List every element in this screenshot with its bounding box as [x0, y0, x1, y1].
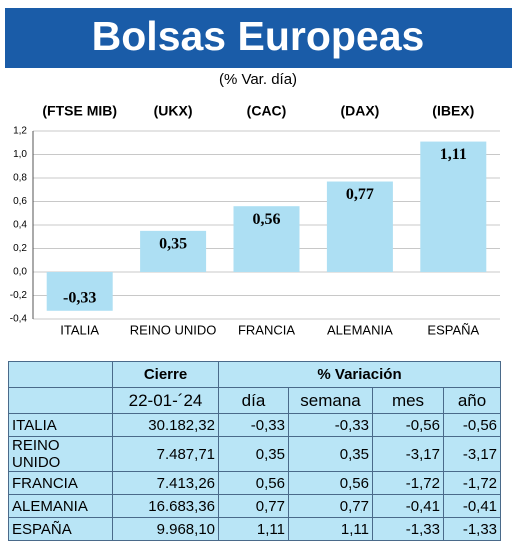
x-tick-label: ALEMANIA — [327, 322, 393, 337]
table-cell: -1,33 — [372, 517, 444, 541]
bar — [326, 181, 393, 272]
table-cell: 0,56 — [218, 471, 289, 495]
row-label: ALEMANIA — [8, 494, 113, 518]
title-banner — [5, 8, 512, 68]
table-cell: 0,35 — [288, 436, 373, 472]
table-cell: 9.968,10 — [112, 517, 219, 541]
table-cell: 16.683,36 — [112, 494, 219, 518]
table-cell: 7.487,71 — [112, 436, 219, 472]
table-cell: -0,41 — [372, 494, 444, 518]
index-label: (UKX) — [154, 103, 193, 119]
y-tick-label: 1,2 — [13, 126, 27, 137]
bar — [140, 230, 207, 272]
value-label: 0,77 — [346, 186, 374, 203]
table-cell: -3,17 — [372, 436, 444, 472]
table-cell: -0,33 — [288, 413, 373, 437]
bar — [233, 206, 300, 272]
table-cell: 7.413,26 — [112, 471, 219, 495]
header-cell: semana — [288, 387, 373, 414]
row-label: REINO UNIDO — [8, 436, 113, 472]
x-tick-label: REINO UNIDO — [130, 322, 217, 337]
header-cell: mes — [372, 387, 444, 414]
table-cell: -1,72 — [372, 471, 444, 495]
table-row: ALEMANIA 16.683,36 0,77 0,77 -0,41 -0,41 — [8, 494, 502, 518]
chart-title: Bolsas Europeas — [92, 13, 425, 59]
x-tick-label: ESPAÑA — [427, 322, 479, 337]
index-label: (CAC) — [247, 103, 287, 119]
x-tick-label: ITALIA — [60, 322, 99, 337]
y-tick-label: -0,4 — [10, 314, 28, 325]
header-cell: año — [442, 387, 502, 414]
header-cell: día — [218, 387, 289, 414]
chart-subtitle: (% Var. día) — [219, 71, 297, 88]
value-label: 1,11 — [440, 146, 467, 163]
bar — [46, 272, 113, 311]
data-table: Cierre % Variación 22-01-´24 día semana … — [8, 361, 502, 541]
table-row: ITALIA 30.182,32 -0,33 -0,33 -0,56 -0,56 — [8, 413, 502, 437]
y-tick-label: -0,2 — [10, 290, 28, 301]
header-cell: Cierre — [112, 361, 219, 388]
index-label: (FTSE MIB) — [42, 103, 117, 119]
header-row: Cierre % Variación — [8, 361, 502, 388]
table-cell: -1,72 — [442, 471, 502, 495]
row-label: ITALIA — [8, 413, 113, 437]
value-label: -0,33 — [63, 289, 96, 306]
table-cell: -0,56 — [442, 413, 502, 437]
table-cell: 1,11 — [288, 517, 373, 541]
table-cell: 0,35 — [218, 436, 289, 472]
value-label: 0,56 — [253, 211, 281, 228]
x-tick-label: FRANCIA — [238, 322, 295, 337]
y-tick-label: 0,2 — [13, 243, 27, 254]
row-label: ESPAÑA — [8, 517, 113, 541]
table-cell: 0,77 — [218, 494, 289, 518]
header-cell: % Variación — [217, 361, 502, 388]
y-tick-label: 0,6 — [13, 196, 27, 207]
value-label: 0,35 — [159, 236, 187, 253]
header-row: 22-01-´24 día semana mes año — [8, 387, 502, 414]
y-tick-label: 0,8 — [13, 173, 27, 184]
index-label: (DAX) — [340, 103, 379, 119]
header-cell: 22-01-´24 — [112, 387, 219, 414]
y-tick-label: 1,0 — [13, 149, 27, 160]
table-row: ESPAÑA 9.968,10 1,11 1,11 -1,33 -1,33 — [8, 517, 502, 541]
table-row: FRANCIA 7.413,26 0,56 0,56 -1,72 -1,72 — [8, 471, 502, 495]
row-label: FRANCIA — [8, 471, 113, 495]
y-tick-label: 0,4 — [13, 220, 27, 231]
table-cell: 1,11 — [218, 517, 289, 541]
table-cell: 0,77 — [288, 494, 373, 518]
table-cell: -0,33 — [218, 413, 289, 437]
y-tick-label: 0,0 — [13, 267, 27, 278]
corner-cell — [8, 361, 113, 388]
table-cell: 30.182,32 — [112, 413, 219, 437]
corner-cell — [8, 387, 113, 414]
table-row: REINO UNIDO 7.487,71 0,35 0,35 -3,17 -3,17 — [8, 436, 502, 472]
table-cell: -0,41 — [442, 494, 502, 518]
table-cell: -3,17 — [442, 436, 502, 472]
table-cell: -1,33 — [442, 517, 502, 541]
table-cell: 0,56 — [288, 471, 373, 495]
index-label: (IBEX) — [432, 103, 474, 119]
bar — [420, 141, 487, 272]
table-cell: -0,56 — [372, 413, 444, 437]
chart: Bolsas Europeas (% Var. día) -0,4 -0,2 0,0… — [5, 8, 512, 337]
